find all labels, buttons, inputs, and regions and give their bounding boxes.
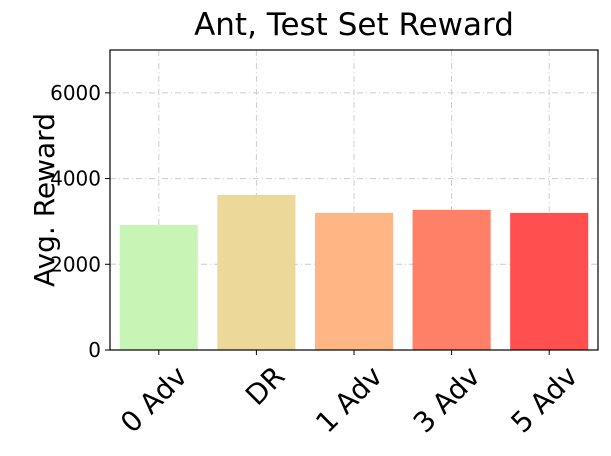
x-tick-label: 0 Adv: [114, 360, 194, 440]
x-tick-label: DR: [239, 360, 291, 412]
y-tick-label: 6000: [50, 81, 101, 105]
y-tick-label: 2000: [50, 252, 101, 276]
y-axis-label: Avg. Reward: [28, 113, 61, 287]
chart-title: Ant, Test Set Reward: [194, 7, 514, 43]
bar-5-adv: [510, 212, 589, 350]
x-tick-label: 1 Adv: [309, 360, 389, 440]
bar-3-adv: [412, 209, 491, 350]
bar-1-adv: [314, 212, 394, 350]
y-tick-label: 4000: [50, 167, 101, 191]
x-tick-label: 3 Adv: [407, 360, 487, 440]
x-tick-label: 5 Adv: [504, 360, 584, 440]
y-tick-label: 0: [88, 338, 101, 362]
bars: [119, 194, 589, 350]
bar-dr: [217, 194, 296, 350]
plot-frame: [109, 49, 599, 351]
bar-0-adv: [119, 224, 198, 350]
